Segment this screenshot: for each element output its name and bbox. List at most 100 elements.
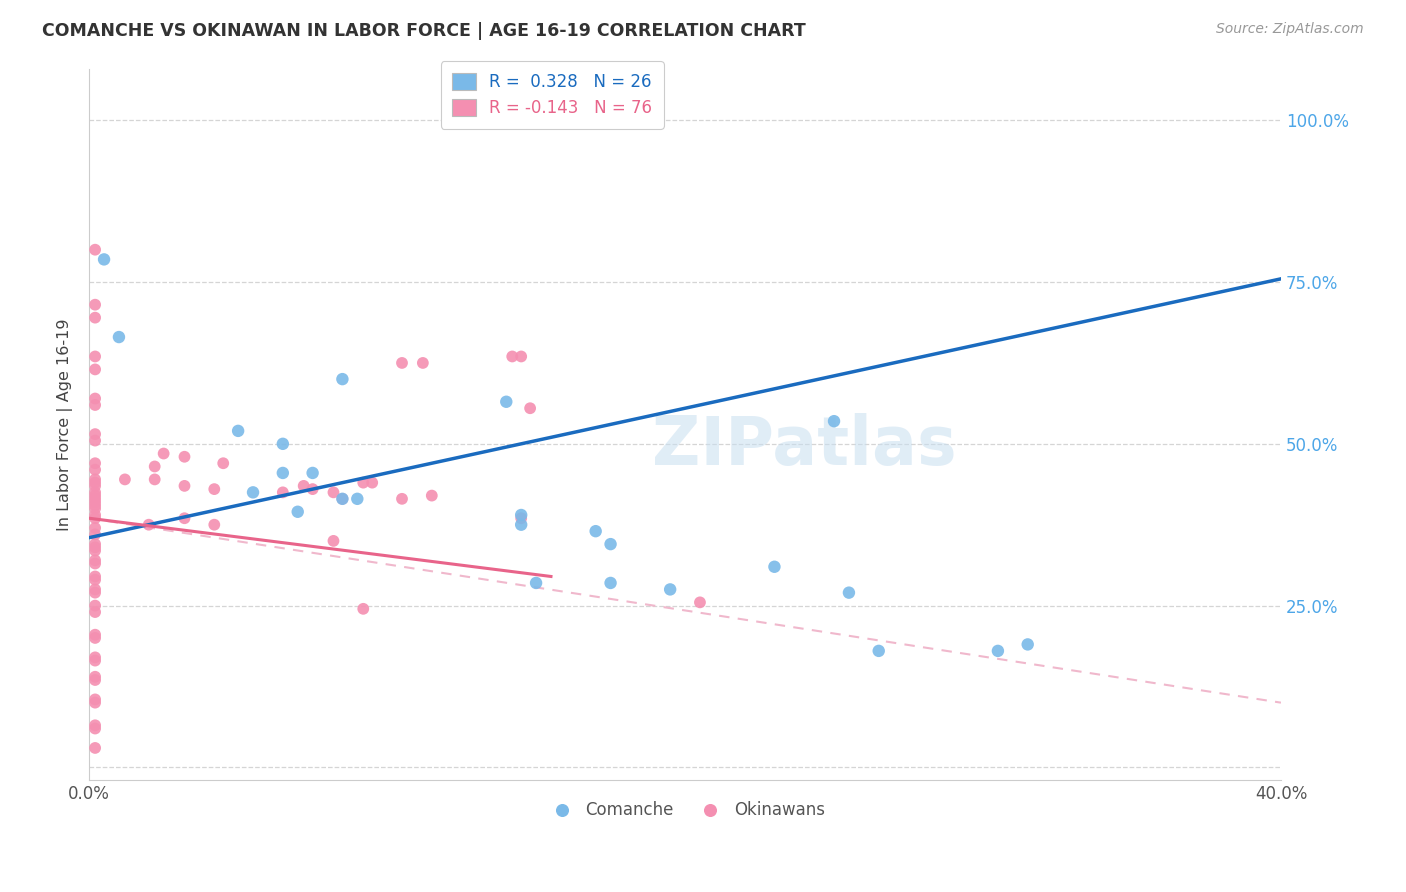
Point [84,631,107,645]
Point [143,472,166,486]
Point [84,585,107,599]
Point [301,482,323,496]
Point [271,437,294,451]
Point [84,673,107,687]
Point [84,650,107,665]
Point [152,446,174,460]
Point [84,573,107,587]
Point [823,414,845,428]
Point [84,696,107,710]
Y-axis label: In Labor Force | Age 16-19: In Labor Force | Age 16-19 [58,318,73,531]
Point [226,424,249,438]
Point [114,472,136,486]
Point [84,541,107,555]
Point [84,527,107,541]
Point [84,463,107,477]
Point [84,521,107,535]
Point [202,517,225,532]
Point [84,722,107,736]
Point [838,585,860,599]
Point [84,553,107,567]
Point [501,350,523,364]
Point [138,517,160,532]
Point [84,472,107,486]
Point [987,644,1010,658]
Point [93,252,115,267]
Text: ZIPatlas: ZIPatlas [652,413,956,479]
Point [84,350,107,364]
Point [84,479,107,493]
Point [352,602,374,616]
Point [84,628,107,642]
Legend: Comanche, Okinawans: Comanche, Okinawans [538,794,831,825]
Point [495,394,517,409]
Point [84,456,107,470]
Point [510,350,533,364]
Point [391,356,413,370]
Point [346,491,368,506]
Point [763,559,786,574]
Point [84,670,107,684]
Point [412,356,434,370]
Point [84,491,107,506]
Point [332,491,354,506]
Point [689,595,711,609]
Point [287,505,309,519]
Point [84,569,107,583]
Point [510,511,533,525]
Point [271,466,294,480]
Point [84,489,107,503]
Point [84,543,107,558]
Point [84,741,107,756]
Point [84,392,107,406]
Point [143,459,166,474]
Point [173,479,195,493]
Point [301,466,323,480]
Point [510,517,533,532]
Point [84,557,107,571]
Point [361,475,384,490]
Point [84,692,107,706]
Point [84,475,107,490]
Point [510,508,533,522]
Text: COMANCHE VS OKINAWAN IN LABOR FORCE | AGE 16-19 CORRELATION CHART: COMANCHE VS OKINAWAN IN LABOR FORCE | AG… [42,22,806,40]
Point [84,243,107,257]
Point [84,427,107,442]
Point [868,644,890,658]
Point [84,599,107,613]
Point [84,537,107,551]
Point [84,398,107,412]
Point [84,498,107,512]
Point [212,456,235,470]
Point [173,450,195,464]
Point [519,401,541,416]
Point [332,491,354,506]
Point [84,434,107,448]
Point [242,485,264,500]
Point [352,475,374,490]
Point [1017,637,1039,651]
Point [659,582,682,597]
Point [420,489,443,503]
Point [84,501,107,516]
Point [599,537,621,551]
Point [271,485,294,500]
Point [173,511,195,525]
Point [84,485,107,500]
Point [108,330,131,344]
Point [84,508,107,522]
Point [84,582,107,597]
Point [599,576,621,591]
Point [524,576,547,591]
Point [585,524,607,538]
Point [202,482,225,496]
Point [322,485,344,500]
Point [84,310,107,325]
Point [84,511,107,525]
Point [84,605,107,619]
Point [391,491,413,506]
Point [84,298,107,312]
Text: Source: ZipAtlas.com: Source: ZipAtlas.com [1216,22,1364,37]
Point [84,718,107,732]
Point [84,654,107,668]
